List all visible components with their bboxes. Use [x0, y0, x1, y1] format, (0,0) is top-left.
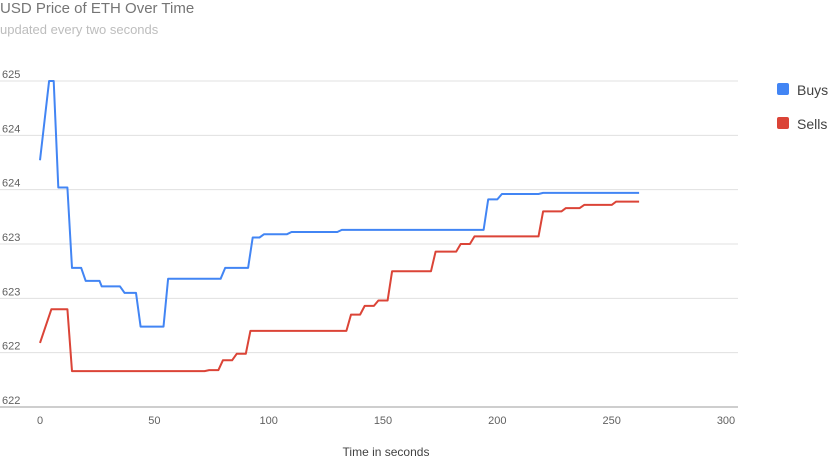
y-tick-label: 623: [2, 232, 20, 244]
x-axis-label: Time in seconds: [343, 445, 430, 459]
series-lines: [39, 80, 640, 373]
legend-item-sells[interactable]: Sells: [777, 116, 827, 132]
series-line-sells: [39, 200, 640, 373]
legend-item-buys[interactable]: Buys: [777, 82, 828, 98]
x-tick-label: 50: [148, 415, 160, 427]
x-tick-label: 250: [602, 415, 620, 427]
legend-label: Sells: [797, 116, 827, 132]
legend[interactable]: Buys Sells: [777, 82, 828, 132]
legend-swatch: [777, 117, 789, 129]
y-axis-ticks: 622 622 623 623 624 624 625: [2, 69, 20, 407]
x-tick-label: 200: [488, 415, 506, 427]
y-tick-label: 622: [2, 341, 20, 353]
y-tick-label: 625: [2, 69, 20, 81]
y-tick-label: 622: [2, 395, 20, 407]
y-tick-label: 624: [2, 178, 20, 190]
chart-title: USD Price of ETH Over Time: [0, 0, 195, 17]
series-line-buys: [39, 80, 640, 328]
legend-label: Buys: [797, 82, 828, 98]
x-tick-label: 100: [259, 415, 277, 427]
x-tick-label: 0: [37, 415, 43, 427]
y-tick-label: 623: [2, 286, 20, 298]
legend-swatch: [777, 83, 789, 95]
chart-subtitle: updated every two seconds: [0, 22, 159, 37]
x-tick-label: 300: [717, 415, 735, 427]
x-axis-ticks: 0 50 100 150 200 250 300: [37, 415, 735, 427]
y-tick-label: 624: [2, 123, 20, 135]
x-tick-label: 150: [374, 415, 392, 427]
grid-lines: [0, 80, 738, 408]
